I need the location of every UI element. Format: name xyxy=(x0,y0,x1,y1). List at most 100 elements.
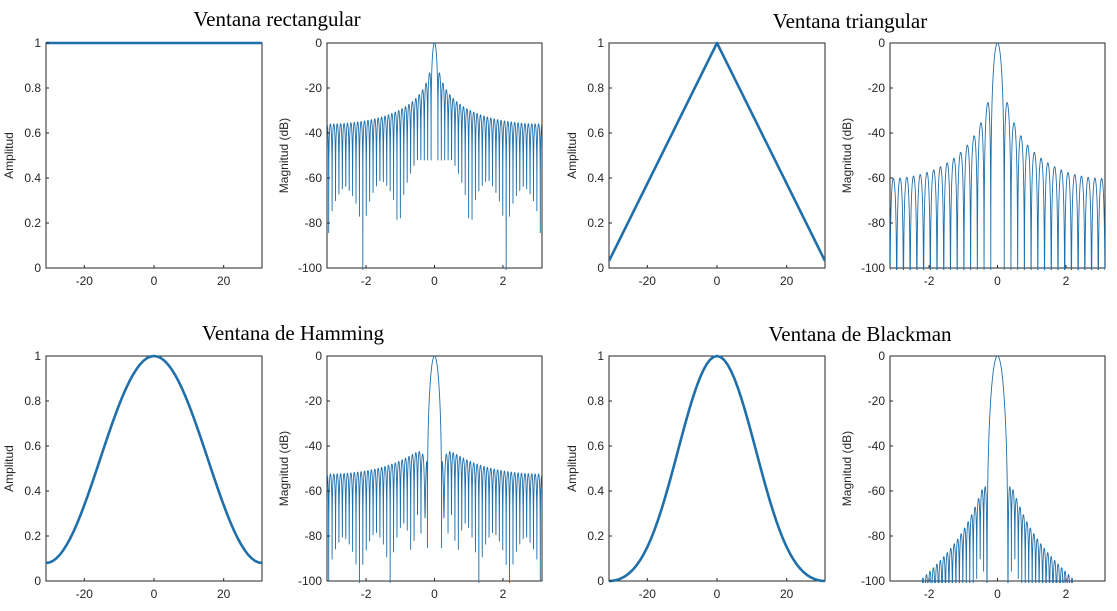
y-tick-label: -20 xyxy=(305,81,323,95)
y-tick-label: 1 xyxy=(34,36,41,50)
y-axis-label: Amplitud xyxy=(565,132,579,179)
series-line-rectangular-frequency xyxy=(327,42,542,270)
x-tick-label: 0 xyxy=(151,274,158,288)
plot-area xyxy=(45,42,263,269)
x-tick-label: -20 xyxy=(639,587,657,601)
y-tick-label: -40 xyxy=(868,439,886,453)
plot-area xyxy=(889,42,1106,269)
y-tick-label: 0.8 xyxy=(24,81,41,95)
series-line-hamming-frequency xyxy=(327,355,542,583)
y-tick-label: 0 xyxy=(315,36,322,50)
x-tick-label: 20 xyxy=(217,587,231,601)
y-tick-label: 0.6 xyxy=(24,126,41,140)
y-tick-label: -80 xyxy=(868,529,886,543)
x-tick-label: 0 xyxy=(714,587,721,601)
plot-area xyxy=(889,355,1106,582)
y-tick-label: -100 xyxy=(298,574,322,588)
x-tick-label: 0 xyxy=(994,587,1001,601)
y-axis-label: Amplitud xyxy=(2,445,16,492)
y-tick-label: 0.2 xyxy=(24,529,41,543)
y-tick-label: -60 xyxy=(868,171,886,185)
chart-title: Ventana de Hamming xyxy=(202,321,384,345)
x-tick-label: -2 xyxy=(924,587,935,601)
series-line-blackman-time xyxy=(609,354,825,583)
series-line-hamming-time xyxy=(46,354,262,565)
y-axis-label: Amplitud xyxy=(565,445,579,492)
y-tick-label: 0.8 xyxy=(24,394,41,408)
x-tick-label: 20 xyxy=(217,274,231,288)
series-line-blackman-frequency xyxy=(921,355,1074,583)
plot-area xyxy=(608,42,826,269)
x-tick-label: -20 xyxy=(76,274,94,288)
y-tick-label: -60 xyxy=(868,484,886,498)
y-tick-label: -40 xyxy=(868,126,886,140)
chart-title: Ventana triangular xyxy=(773,9,928,33)
y-axis-label: Magnitud (dB) xyxy=(840,431,854,506)
y-tick-label: 0 xyxy=(34,261,41,275)
y-tick-label: -20 xyxy=(868,394,886,408)
x-tick-label: 20 xyxy=(780,274,794,288)
y-tick-label: -80 xyxy=(305,216,323,230)
y-tick-label: 0 xyxy=(597,261,604,275)
x-tick-label: 0 xyxy=(994,274,1001,288)
x-tick-label: -2 xyxy=(924,274,935,288)
y-tick-label: 0.6 xyxy=(587,439,604,453)
y-tick-label: 0.4 xyxy=(24,484,41,498)
y-tick-label: -20 xyxy=(868,81,886,95)
y-axis-label: Magnitud (dB) xyxy=(277,431,291,506)
y-tick-label: -40 xyxy=(305,439,323,453)
y-axis-label: Magnitud (dB) xyxy=(277,118,291,193)
y-tick-label: 1 xyxy=(597,36,604,50)
y-tick-label: -80 xyxy=(305,529,323,543)
chart-title: Ventana de Blackman xyxy=(768,322,952,346)
y-tick-label: 0 xyxy=(315,349,322,363)
y-tick-label: 0.4 xyxy=(587,484,604,498)
y-tick-label: 0.8 xyxy=(587,394,604,408)
y-tick-label: -100 xyxy=(861,574,885,588)
y-tick-label: 0.2 xyxy=(587,216,604,230)
y-tick-label: 1 xyxy=(597,349,604,363)
y-tick-label: 0 xyxy=(878,36,885,50)
x-tick-label: 2 xyxy=(1063,587,1070,601)
chart-panel-blackman-time: 0 0.2 0.4 0.6 0.8 1 -20 0 20 Amplitud Ventana de B… xyxy=(565,322,952,601)
x-tick-label: 0 xyxy=(431,274,438,288)
x-tick-label: 20 xyxy=(780,587,794,601)
x-tick-label: 2 xyxy=(500,587,507,601)
chart-title: Ventana rectangular xyxy=(193,7,360,31)
y-tick-label: 0.6 xyxy=(24,439,41,453)
chart-panel-rectangular-time: 0 0.2 0.4 0.6 0.8 1 -20 0 20 Amplitud Ventana rect… xyxy=(2,7,361,288)
y-axis-label: Magnitud (dB) xyxy=(840,118,854,193)
y-tick-label: -60 xyxy=(305,171,323,185)
y-tick-label: 0.8 xyxy=(587,81,604,95)
x-tick-label: 2 xyxy=(500,274,507,288)
plot-area xyxy=(45,355,263,582)
y-tick-label: 0.2 xyxy=(24,216,41,230)
y-tick-label: 1 xyxy=(34,349,41,363)
y-tick-label: -100 xyxy=(861,261,885,275)
series-line-triangular-time xyxy=(609,41,825,262)
y-tick-label: -100 xyxy=(298,261,322,275)
y-tick-label: 0 xyxy=(34,574,41,588)
x-tick-label: -20 xyxy=(76,587,94,601)
y-tick-label: 0.4 xyxy=(587,171,604,185)
x-tick-label: -2 xyxy=(361,587,372,601)
y-tick-label: 0 xyxy=(597,574,604,588)
series-line-triangular-frequency xyxy=(890,42,1105,270)
y-tick-label: 0.4 xyxy=(24,171,41,185)
x-tick-label: 0 xyxy=(151,587,158,601)
chart-panel-triangular-time: 0 0.2 0.4 0.6 0.8 1 -20 0 20 Amplitud Ventana tria… xyxy=(565,9,927,288)
plot-area xyxy=(608,355,826,582)
y-tick-label: 0.2 xyxy=(587,529,604,543)
y-tick-label: 0.6 xyxy=(587,126,604,140)
x-tick-label: -2 xyxy=(361,274,372,288)
y-tick-label: -60 xyxy=(305,484,323,498)
x-tick-label: 0 xyxy=(431,587,438,601)
x-tick-label: -20 xyxy=(639,274,657,288)
x-tick-label: 2 xyxy=(1063,274,1070,288)
